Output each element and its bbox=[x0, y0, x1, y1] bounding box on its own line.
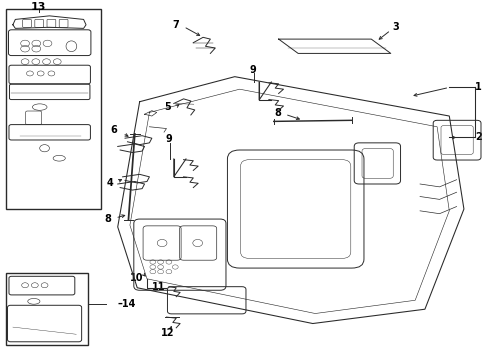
Text: 1: 1 bbox=[474, 82, 481, 93]
Text: 8: 8 bbox=[274, 108, 281, 118]
Text: 6: 6 bbox=[110, 125, 117, 135]
Text: 13: 13 bbox=[31, 2, 46, 12]
Text: 3: 3 bbox=[391, 22, 398, 32]
Bar bbox=[5, 9, 101, 209]
Text: –14: –14 bbox=[118, 299, 136, 309]
Bar bbox=[5, 274, 88, 345]
Text: 11: 11 bbox=[152, 282, 165, 292]
Text: 5: 5 bbox=[164, 102, 171, 112]
Text: 10: 10 bbox=[129, 273, 142, 283]
Text: 4: 4 bbox=[107, 177, 114, 188]
Text: 2: 2 bbox=[474, 132, 481, 143]
Text: 9: 9 bbox=[165, 134, 172, 144]
Text: 8: 8 bbox=[104, 214, 111, 224]
Text: 7: 7 bbox=[172, 20, 179, 30]
Text: 9: 9 bbox=[249, 64, 256, 75]
Text: 12: 12 bbox=[161, 328, 174, 338]
